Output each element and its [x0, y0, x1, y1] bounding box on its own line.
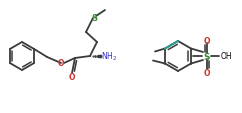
Text: S: S: [204, 52, 210, 61]
Text: NH$_2$: NH$_2$: [101, 50, 117, 62]
Text: O: O: [58, 59, 64, 68]
Text: O: O: [69, 73, 75, 82]
Text: OH: OH: [221, 52, 233, 60]
Text: O: O: [204, 36, 210, 45]
Text: O: O: [204, 69, 210, 78]
Text: S: S: [91, 13, 97, 22]
